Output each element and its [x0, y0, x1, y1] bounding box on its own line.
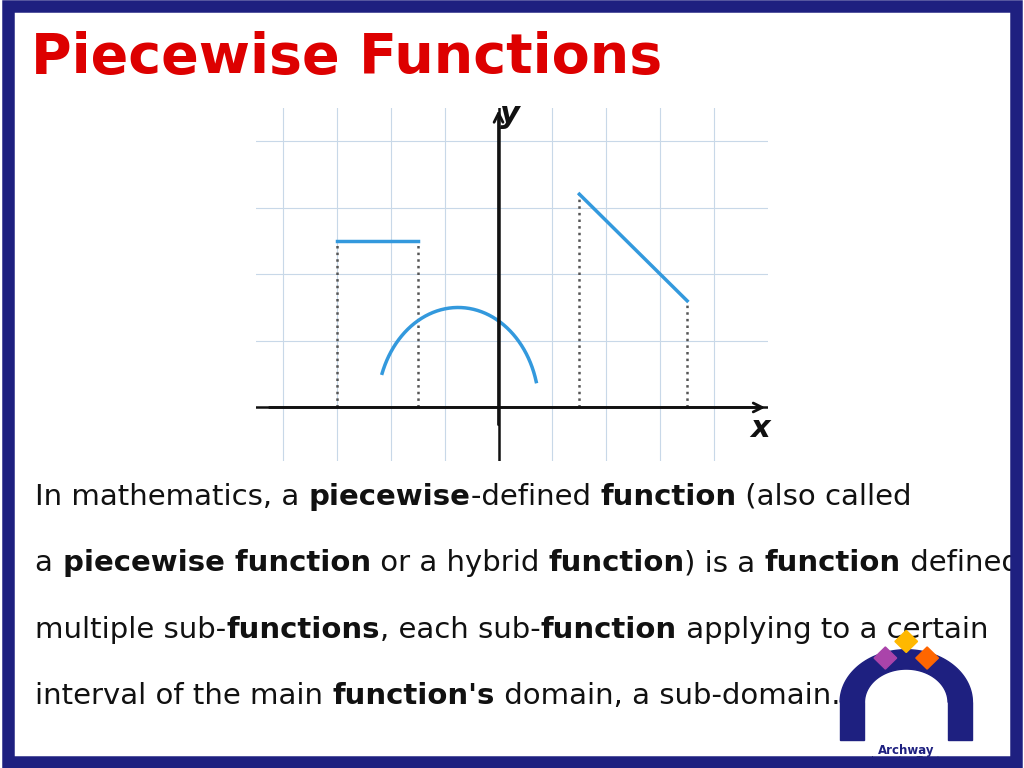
Text: function: function [600, 483, 736, 511]
Polygon shape [895, 631, 918, 653]
Text: y: y [501, 100, 520, 129]
Text: function's: function's [333, 682, 496, 710]
Polygon shape [915, 647, 938, 669]
Text: Learning Trust: Learning Trust [871, 756, 941, 766]
Text: ) is a: ) is a [684, 549, 765, 578]
Text: -defined: -defined [471, 483, 600, 511]
Polygon shape [840, 702, 864, 740]
Polygon shape [840, 650, 973, 702]
Text: a: a [36, 549, 62, 578]
Text: multiple sub-: multiple sub- [36, 616, 226, 644]
Text: function: function [765, 549, 901, 578]
Text: (also called: (also called [736, 483, 911, 511]
Polygon shape [874, 647, 897, 669]
Text: Archway: Archway [878, 743, 935, 756]
Polygon shape [948, 702, 973, 740]
Text: function: function [549, 549, 684, 578]
Text: or a hybrid: or a hybrid [371, 549, 549, 578]
Text: defined by: defined by [901, 549, 1024, 578]
Text: x: x [751, 414, 770, 443]
Text: interval of the main: interval of the main [36, 682, 333, 710]
Text: function: function [541, 616, 677, 644]
Text: Piecewise Functions: Piecewise Functions [31, 31, 662, 84]
Text: piecewise function: piecewise function [62, 549, 371, 578]
Text: In mathematics, a: In mathematics, a [36, 483, 309, 511]
Text: functions: functions [226, 616, 380, 644]
Text: applying to a certain: applying to a certain [677, 616, 988, 644]
Text: piecewise: piecewise [309, 483, 471, 511]
Text: , each sub-: , each sub- [380, 616, 541, 644]
Text: domain, a sub-domain.: domain, a sub-domain. [496, 682, 841, 710]
